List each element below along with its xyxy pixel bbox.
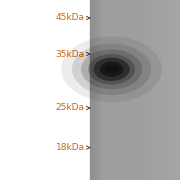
Bar [153,0,154,180]
Bar [163,0,164,180]
Bar [120,0,122,180]
Bar [177,0,178,180]
Bar [144,0,145,180]
Bar [90,0,91,180]
Bar [145,0,146,180]
Bar [100,0,101,180]
Bar [111,0,112,180]
Bar [127,0,128,180]
Bar [165,0,167,180]
Bar [115,0,116,180]
Bar [94,0,96,180]
Bar [164,0,165,180]
Bar [126,0,127,180]
Bar [135,0,136,180]
Bar [173,0,174,180]
Bar [138,0,140,180]
Bar [102,0,103,180]
Bar [96,0,97,180]
Ellipse shape [88,54,135,84]
Bar [125,0,126,180]
Bar [106,0,107,180]
Bar [103,0,105,180]
Bar [92,0,93,180]
Bar [147,0,148,180]
Text: 35kDa: 35kDa [55,50,85,59]
Bar [91,0,92,180]
Bar [168,0,169,180]
Bar [134,0,135,180]
Ellipse shape [94,58,130,81]
Bar [176,0,177,180]
Bar [130,0,132,180]
Bar [133,0,134,180]
Bar [136,0,137,180]
Bar [108,0,109,180]
Bar [170,0,171,180]
Bar [116,0,117,180]
Bar [178,0,179,180]
Bar [158,0,159,180]
Ellipse shape [72,44,151,95]
Bar [161,0,162,180]
Bar [123,0,124,180]
Text: 45kDa: 45kDa [56,14,85,22]
Bar [171,0,172,180]
Bar [110,0,111,180]
Bar [129,0,130,180]
Bar [141,0,142,180]
Bar [99,0,100,180]
Bar [114,0,115,180]
Bar [128,0,129,180]
Bar [117,0,118,180]
Bar [142,0,143,180]
Bar [132,0,133,180]
Bar [159,0,160,180]
Bar [137,0,138,180]
Bar [155,0,156,180]
Bar [146,0,147,180]
Bar [160,0,161,180]
Bar [112,0,114,180]
Ellipse shape [61,37,162,102]
Bar [98,0,99,180]
Bar [93,0,94,180]
Bar [122,0,123,180]
Bar [166,0,168,180]
Bar [109,0,110,180]
Bar [97,0,98,180]
Bar [148,0,150,180]
Bar [154,0,155,180]
Bar [151,0,152,180]
Bar [143,0,144,180]
Bar [172,0,173,180]
Ellipse shape [100,62,123,77]
Bar [156,0,158,180]
Text: 25kDa: 25kDa [56,103,85,112]
Bar [101,0,102,180]
Ellipse shape [81,49,142,89]
Bar [169,0,170,180]
Bar [105,0,106,180]
Bar [179,0,180,180]
Bar [174,0,176,180]
Bar [124,0,125,180]
Bar [140,0,141,180]
Bar [107,0,108,180]
Bar [118,0,119,180]
Bar [119,0,120,180]
Bar [162,0,163,180]
Bar [150,0,151,180]
Text: 18kDa: 18kDa [55,143,85,152]
Ellipse shape [105,65,118,73]
Bar [152,0,153,180]
